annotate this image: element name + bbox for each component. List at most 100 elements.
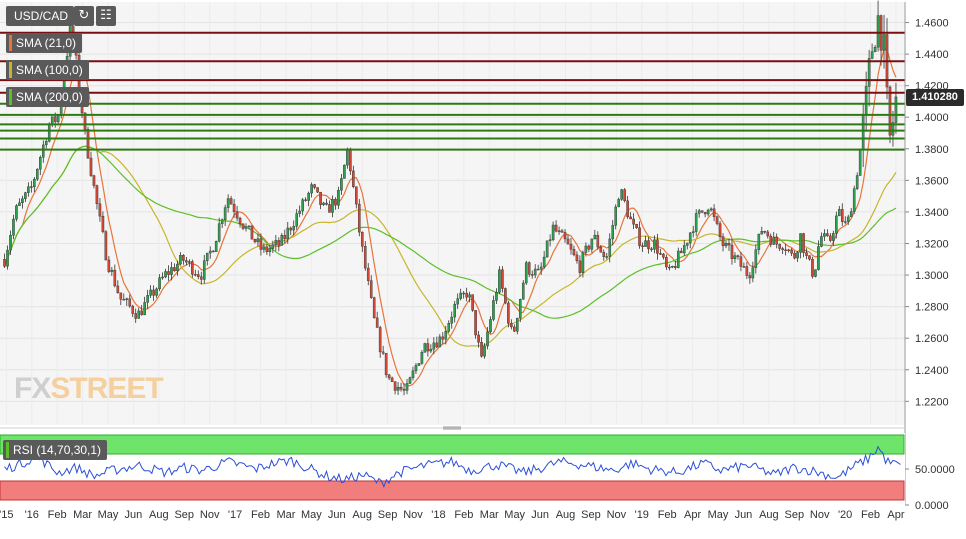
candle-body — [36, 168, 39, 180]
candle-body — [718, 223, 722, 237]
candle-body — [712, 208, 716, 217]
candle-body — [164, 271, 167, 278]
x-tick-label: '20 — [838, 509, 852, 521]
candle-body — [864, 86, 868, 116]
candle-body — [122, 299, 126, 301]
candle-body — [346, 148, 349, 166]
candle-body — [855, 175, 859, 189]
candle-body — [700, 210, 704, 213]
candle-body — [24, 192, 27, 199]
candle-body — [602, 251, 606, 257]
candle-body — [608, 238, 612, 257]
candle-body — [593, 234, 597, 240]
x-tick-label: Mar — [480, 509, 499, 521]
rsi-y-axis: 50.0000 0.0000 — [905, 464, 955, 512]
candle-body — [838, 209, 841, 217]
candle-body — [757, 233, 761, 250]
candle-body — [244, 226, 248, 229]
candle-body — [334, 199, 337, 206]
candle-body — [30, 186, 33, 188]
candle-body — [405, 383, 409, 391]
candle-body — [587, 245, 591, 250]
rsi-line — [4, 445, 901, 488]
indicator-sma-21[interactable]: SMA (21,0) — [6, 33, 83, 53]
candle-body — [781, 248, 784, 251]
candle-body — [730, 244, 734, 259]
candle-body — [575, 254, 579, 262]
candle-body — [867, 58, 871, 87]
candle-body — [387, 374, 391, 379]
candle-body — [301, 199, 304, 212]
symbol-label[interactable]: USD/CAD — [6, 6, 75, 26]
candle-body — [590, 238, 594, 250]
candle-body — [870, 51, 874, 59]
candle-body — [325, 202, 328, 205]
rsi-swatch — [6, 442, 9, 458]
candle-body — [527, 262, 531, 275]
candle-body — [337, 190, 340, 206]
y-tick-label: 1.3000 — [915, 270, 949, 282]
x-tick-label: Feb — [454, 509, 473, 521]
candle-body — [617, 199, 620, 208]
candle-body — [504, 288, 507, 304]
x-tick-label: Feb — [251, 509, 270, 521]
candle-body — [274, 240, 278, 245]
y-tick-label: 1.4600 — [915, 18, 949, 30]
candle-body — [158, 277, 161, 290]
candle-body — [709, 208, 713, 211]
x-tick-label: Jun — [125, 509, 143, 521]
candle-body — [677, 250, 680, 268]
indicator-sma-200[interactable]: SMA (200,0) — [6, 87, 89, 107]
candle-body — [647, 240, 650, 250]
rsi-series-line — [4, 445, 901, 488]
candle-body — [671, 266, 674, 268]
candle-body — [304, 199, 307, 201]
candle-body — [128, 298, 132, 307]
candle-body — [835, 215, 838, 234]
candle-body — [763, 230, 767, 233]
candle-body — [3, 259, 6, 267]
pane-splitter[interactable] — [0, 426, 905, 430]
candle-body — [396, 386, 400, 391]
candle-body — [161, 276, 164, 279]
x-tick-label: Sep — [784, 509, 804, 521]
candle-body — [307, 192, 310, 201]
candle-body — [223, 207, 227, 220]
candle-body — [343, 164, 346, 179]
calendar-icon[interactable]: ☷ — [96, 6, 116, 26]
x-tick-label: Aug — [556, 509, 576, 521]
indicator-sma-100[interactable]: SMA (100,0) — [6, 60, 89, 80]
candle-body — [826, 233, 829, 237]
candle-body — [563, 232, 567, 240]
candle-body — [265, 246, 269, 252]
candle-body — [113, 269, 117, 287]
candle-body — [27, 186, 30, 193]
candle-body — [173, 267, 176, 272]
x-tick-label: May — [98, 509, 119, 521]
y-tick-label: 1.3200 — [915, 238, 949, 250]
candle-body — [390, 377, 394, 382]
candle-body — [355, 186, 358, 205]
rsi-indicator-label[interactable]: RSI (14,70,30,1) — [3, 440, 108, 460]
refresh-icon[interactable]: ↻ — [74, 6, 94, 26]
candle-body — [760, 230, 764, 235]
x-tick-label: Aug — [149, 509, 169, 521]
candle-body — [432, 342, 436, 350]
candle-body — [772, 236, 776, 245]
candle-body — [501, 269, 504, 289]
candle-body — [477, 334, 480, 343]
candle-body — [668, 266, 671, 269]
candle-body — [578, 260, 582, 273]
candle-body — [319, 191, 322, 205]
sma-200-label: SMA (200,0) — [16, 90, 83, 104]
candle-body — [134, 313, 138, 319]
candle-body — [411, 370, 415, 378]
candle-body — [584, 245, 588, 253]
candle-body — [650, 248, 653, 251]
candle-body — [599, 246, 603, 253]
candle-body — [489, 319, 492, 332]
main-plot-area — [0, 2, 905, 425]
candle-body — [694, 213, 698, 232]
candle-body — [498, 269, 501, 293]
